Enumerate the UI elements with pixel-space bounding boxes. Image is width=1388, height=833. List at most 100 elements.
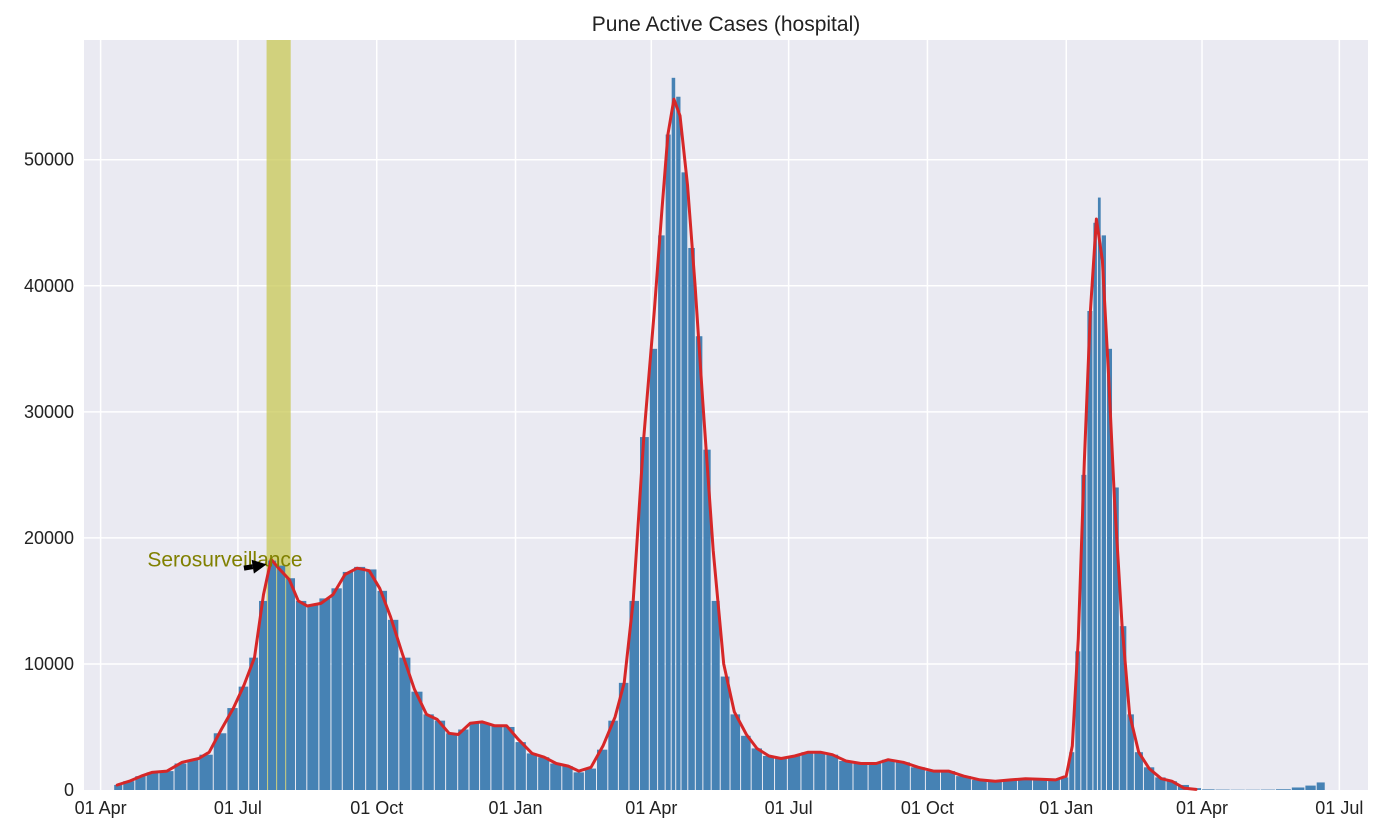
bar	[971, 779, 987, 790]
bar	[1048, 779, 1060, 790]
bar	[1081, 474, 1087, 790]
bar	[123, 781, 135, 790]
bar	[681, 172, 688, 791]
bar	[469, 721, 480, 790]
bar	[366, 569, 377, 790]
y-tick-label: 50000	[24, 150, 74, 170]
x-tick-label: 01 Apr	[1176, 798, 1228, 818]
bar	[925, 771, 941, 790]
bar	[199, 754, 213, 790]
bar	[411, 691, 423, 790]
bar	[277, 565, 286, 790]
bar	[665, 134, 671, 790]
bar	[550, 763, 562, 790]
x-tick-labels: 01 Apr 01 Jul 01 Oct 01 Jan 01 Apr 01 Jul 01 O…	[75, 798, 1364, 818]
bar	[1202, 789, 1215, 790]
bar	[629, 600, 639, 790]
bar	[608, 720, 618, 790]
y-tick-label: 0	[64, 780, 74, 800]
bar	[377, 590, 388, 790]
bar	[1291, 787, 1305, 790]
bar	[596, 749, 608, 790]
bar	[331, 588, 342, 790]
bar-series	[114, 77, 1325, 791]
bar	[787, 755, 801, 790]
bar	[146, 772, 159, 790]
bar	[238, 686, 249, 790]
bar	[671, 77, 676, 790]
bar	[1101, 235, 1106, 790]
bar	[676, 96, 681, 791]
x-tick-label: 01 Apr	[625, 798, 677, 818]
bar	[1017, 778, 1033, 790]
bar	[987, 781, 1002, 790]
bar	[354, 566, 366, 790]
bar	[839, 761, 853, 790]
bar	[868, 763, 882, 790]
bar	[268, 560, 277, 790]
bar	[503, 726, 515, 790]
smoothed-line	[115, 97, 1198, 791]
x-tick-label: 01 Jul	[765, 798, 813, 818]
bar	[814, 752, 826, 790]
bar	[941, 771, 956, 790]
bar	[1002, 779, 1017, 790]
bar	[618, 682, 629, 790]
bar	[1166, 781, 1177, 790]
bar	[227, 708, 238, 790]
annotation-arrow-shaft	[243, 564, 254, 571]
bar	[1275, 789, 1291, 790]
bar	[307, 604, 319, 790]
chart-title: Pune Active Cases (hospital)	[592, 13, 860, 36]
x-tick-label: 01 Jul	[1315, 798, 1363, 818]
bar	[538, 757, 550, 790]
annotation-arrow-head	[251, 559, 267, 574]
bar	[174, 763, 187, 790]
bar	[342, 571, 354, 790]
bar	[1033, 779, 1048, 790]
bar	[187, 759, 199, 790]
bar	[826, 754, 839, 790]
bar	[434, 720, 446, 790]
bar	[853, 763, 868, 790]
x-tick-label: 01 Oct	[901, 798, 954, 818]
bar	[775, 758, 787, 790]
bar	[801, 752, 814, 790]
bar	[649, 348, 658, 790]
bar	[1106, 348, 1113, 790]
bar	[259, 600, 268, 790]
bar	[1060, 777, 1069, 790]
x-tick-label: 01 Oct	[350, 798, 403, 818]
bar	[159, 771, 174, 790]
bar	[658, 235, 665, 790]
bar	[688, 247, 695, 790]
bar	[711, 600, 720, 790]
annotation-group: Serosurveillance	[147, 548, 303, 574]
x-tick-label: 01 Jan	[1039, 798, 1093, 818]
bar	[1143, 767, 1155, 790]
bar	[458, 729, 469, 790]
bar	[526, 753, 538, 790]
bar	[388, 619, 399, 790]
bar	[910, 767, 925, 790]
bar	[695, 336, 703, 790]
bar	[762, 755, 775, 790]
bar	[319, 598, 331, 790]
bar	[1075, 651, 1081, 790]
y-tick-labels: 0 10000 20000 30000 40000 50000	[24, 150, 74, 800]
bar	[1069, 752, 1075, 790]
bar	[882, 759, 895, 790]
bar	[491, 725, 503, 790]
bar	[1113, 487, 1119, 790]
bar	[562, 766, 573, 790]
y-tick-label: 30000	[24, 402, 74, 422]
y-tick-label: 20000	[24, 528, 74, 548]
serosurveillance-annotation: Serosurveillance	[147, 548, 302, 571]
bar	[213, 733, 227, 790]
x-tick-label: 01 Apr	[75, 798, 127, 818]
bar	[730, 714, 741, 790]
bar	[249, 657, 259, 790]
bar	[1316, 782, 1325, 790]
y-tick-label: 10000	[24, 654, 74, 674]
bar	[295, 600, 307, 790]
